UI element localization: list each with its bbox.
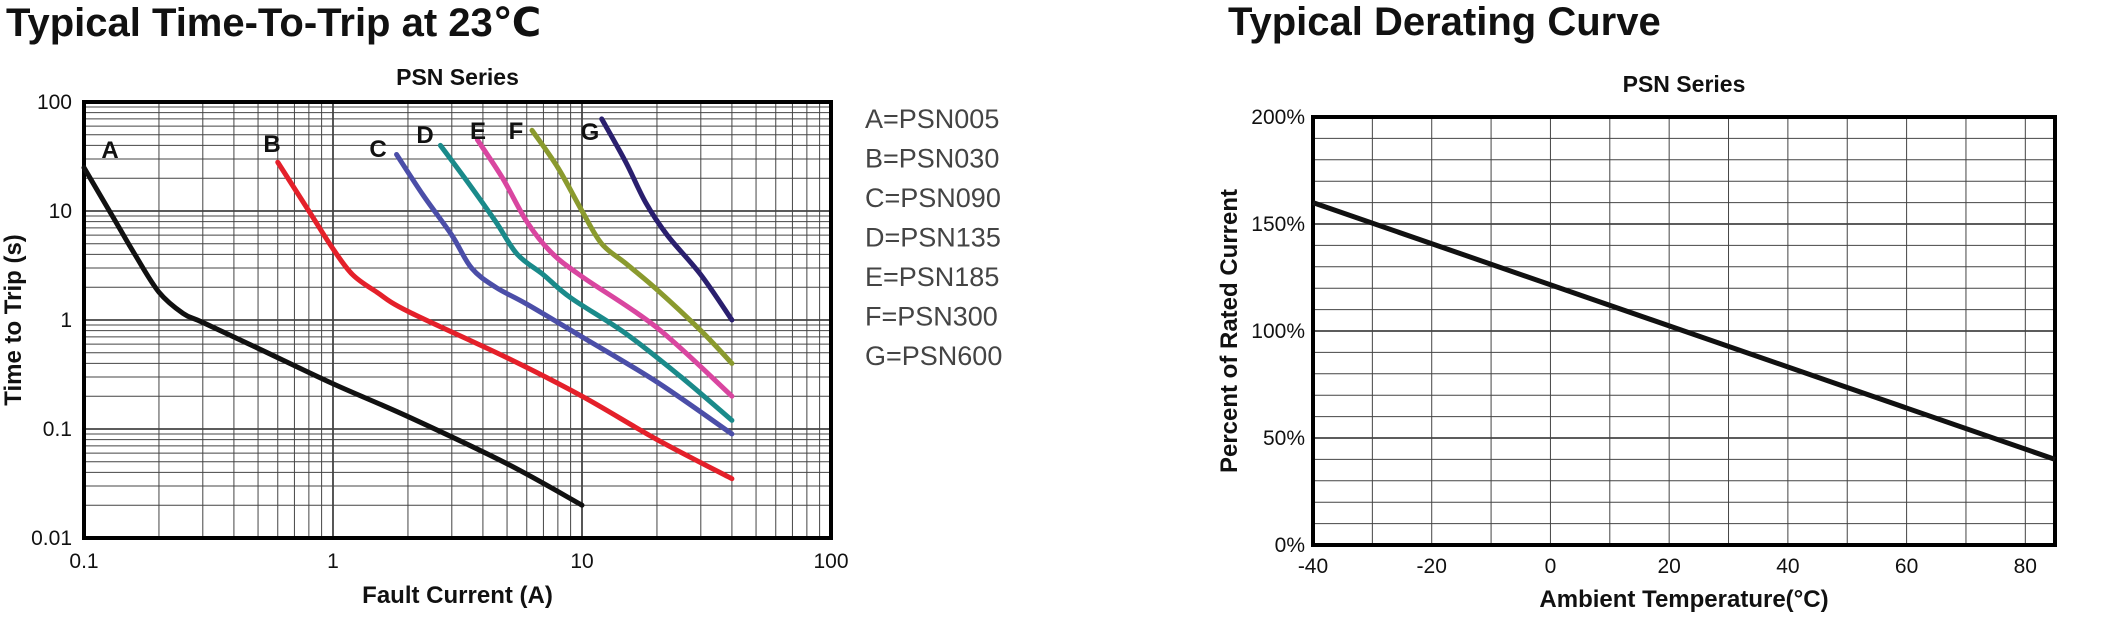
x-tick-label: 100 bbox=[813, 550, 848, 573]
series-line-G bbox=[599, 116, 735, 323]
y-tick-label: 0.1 bbox=[43, 418, 72, 441]
chart-heading-right: Typical Derating Curve bbox=[1228, 0, 1661, 44]
y-tick-label: 100 bbox=[37, 91, 72, 114]
legend-entry: C=PSN090 bbox=[865, 183, 1001, 213]
y-axis-label: Percent of Rated Current bbox=[1216, 189, 1243, 473]
y-tick-label: 0% bbox=[1275, 534, 1305, 557]
chart-title: PSN Series bbox=[1623, 71, 1746, 97]
chart-heading-left: Typical Time-To-Trip at 23℃ bbox=[6, 1, 542, 45]
x-tick-label: 1 bbox=[327, 550, 339, 573]
y-tick-label: 0.01 bbox=[31, 527, 72, 550]
x-tick-label: 80 bbox=[2014, 555, 2037, 578]
derating-line bbox=[1312, 200, 2056, 462]
series-line-F bbox=[529, 127, 735, 366]
y-tick-label: 50% bbox=[1263, 427, 1305, 450]
series-label-G: G bbox=[581, 119, 600, 146]
legend-entry: E=PSN185 bbox=[865, 262, 999, 292]
legend-entry: G=PSN600 bbox=[865, 341, 1002, 371]
series-label-F: F bbox=[509, 118, 524, 145]
legend-entry: F=PSN300 bbox=[865, 302, 998, 332]
y-axis-label: Time to Trip (s) bbox=[0, 234, 27, 406]
series-line-C bbox=[394, 151, 735, 437]
x-tick-label: 40 bbox=[1776, 555, 1799, 578]
series-line-B bbox=[275, 159, 735, 482]
x-tick-label: 20 bbox=[1657, 555, 1680, 578]
chart-title: PSN Series bbox=[396, 64, 519, 90]
series-label-C: C bbox=[369, 136, 386, 163]
y-tick-label: 200% bbox=[1251, 106, 1305, 129]
series-label-A: A bbox=[101, 137, 118, 164]
x-tick-label: -20 bbox=[1417, 555, 1447, 578]
y-tick-label: 1 bbox=[60, 309, 72, 332]
series-label-D: D bbox=[416, 122, 433, 149]
x-tick-label: 10 bbox=[570, 550, 593, 573]
y-tick-label: 150% bbox=[1251, 213, 1305, 236]
series-line-D bbox=[437, 142, 735, 423]
series-label-E: E bbox=[470, 118, 486, 145]
legend-entry: D=PSN135 bbox=[865, 223, 1001, 253]
series-line-E bbox=[474, 137, 735, 399]
x-tick-label: 60 bbox=[1895, 555, 1918, 578]
y-tick-label: 10 bbox=[49, 200, 72, 223]
x-tick-label: -40 bbox=[1298, 555, 1328, 578]
x-axis-label: Ambient Temperature(°C) bbox=[1539, 586, 1828, 613]
x-axis-label: Fault Current (A) bbox=[362, 582, 553, 609]
legend-entry: B=PSN030 bbox=[865, 144, 999, 174]
x-tick-label: 0 bbox=[1545, 555, 1557, 578]
y-tick-label: 100% bbox=[1251, 320, 1305, 343]
legend-entry: A=PSN005 bbox=[865, 104, 999, 134]
plot-frame-left bbox=[82, 100, 833, 540]
plot-frame-right bbox=[1311, 115, 2057, 547]
series-label-B: B bbox=[263, 131, 280, 158]
series-line-A bbox=[81, 165, 585, 508]
x-tick-label: 0.1 bbox=[69, 550, 98, 573]
